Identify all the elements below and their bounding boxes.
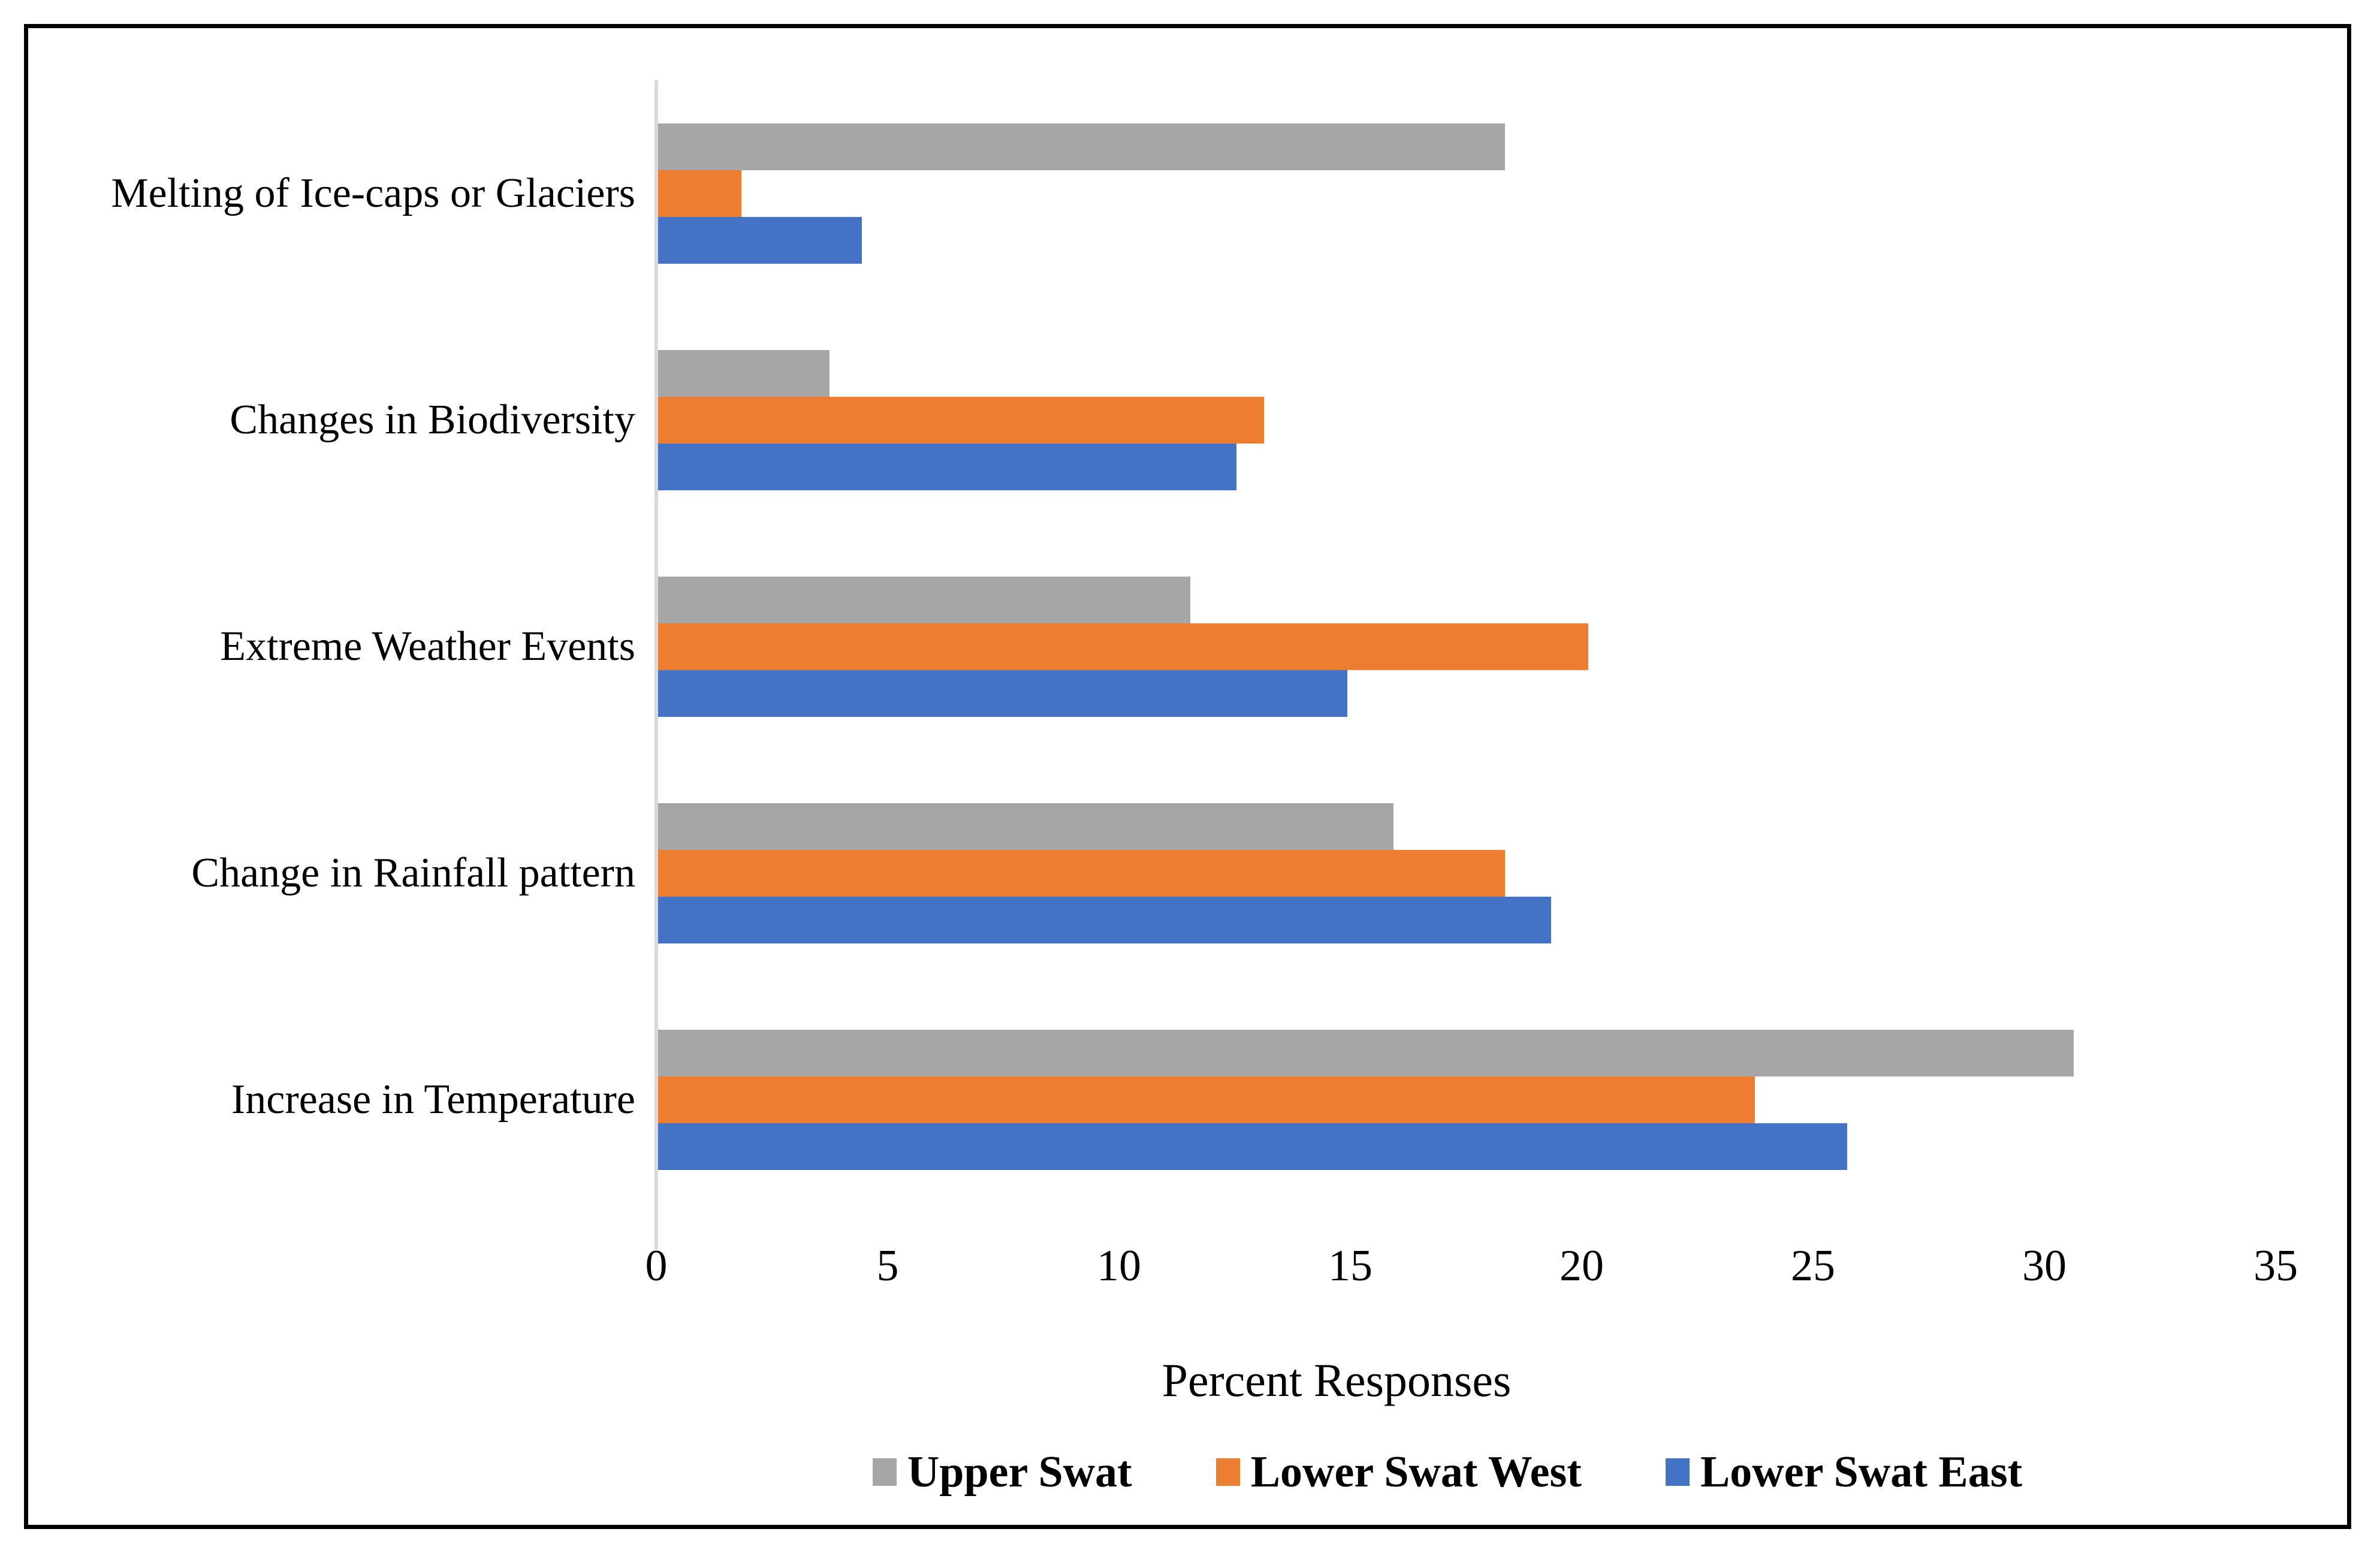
bar-upper-swat-change-in-rainfall-pattern xyxy=(658,803,1393,850)
x-tick-label-20: 20 xyxy=(1559,1241,1604,1290)
legend-label-lower-swat-west: Lower Swat West xyxy=(1250,1448,1582,1497)
category-label-melting-of-ice-caps-or-glaciers: Melting of Ice-caps or Glaciers xyxy=(111,170,635,216)
bar-lower-swat-west-change-in-rainfall-pattern xyxy=(658,850,1505,897)
bar-lower-swat-west-melting-of-ice-caps-or-glaciers xyxy=(658,170,741,217)
bar-upper-swat-changes-in-biodiversity xyxy=(658,350,829,397)
legend: Upper Swat Lower Swat West Lower Swat East xyxy=(539,1443,2355,1501)
legend-swatch-icon-lower-swat-west xyxy=(1215,1458,1240,1486)
bar-lower-swat-west-extreme-weather-events xyxy=(658,623,1588,670)
bar-lower-swat-west-increase-in-temperature xyxy=(658,1076,1755,1123)
legend-swatch-icon-lower-swat-east xyxy=(1665,1458,1690,1486)
x-tick-label-10: 10 xyxy=(1097,1241,1141,1290)
bar-lower-swat-west-changes-in-biodiversity xyxy=(658,397,1264,444)
legend-item-lower-swat-east: Lower Swat East xyxy=(1665,1443,2023,1501)
x-tick-label-30: 30 xyxy=(2022,1241,2067,1290)
bar-lower-swat-east-changes-in-biodiversity xyxy=(658,444,1236,490)
x-tick-label-0: 0 xyxy=(645,1241,668,1290)
chart-border-frame xyxy=(24,24,2351,1529)
x-tick-label-35: 35 xyxy=(2254,1241,2298,1290)
legend-item-lower-swat-west: Lower Swat West xyxy=(1215,1443,1582,1501)
category-label-changes-in-biodiversity: Changes in Biodiversity xyxy=(230,397,635,443)
x-tick-label-5: 5 xyxy=(876,1241,899,1290)
category-label-extreme-weather-events: Extreme Weather Events xyxy=(220,623,635,670)
x-axis-title: Percent Responses xyxy=(1162,1354,1512,1406)
y-axis-line xyxy=(654,80,658,1250)
bar-lower-swat-east-melting-of-ice-caps-or-glaciers xyxy=(658,217,862,264)
bar-upper-swat-increase-in-temperature xyxy=(658,1030,2074,1076)
x-tick-label-15: 15 xyxy=(1328,1241,1373,1290)
bar-upper-swat-melting-of-ice-caps-or-glaciers xyxy=(658,123,1505,170)
legend-item-upper-swat: Upper Swat xyxy=(872,1443,1132,1501)
x-tick-label-25: 25 xyxy=(1791,1241,1835,1290)
bar-upper-swat-extreme-weather-events xyxy=(658,577,1190,623)
legend-swatch-icon-upper-swat xyxy=(872,1458,897,1486)
category-label-increase-in-temperature: Increase in Temperature xyxy=(231,1076,635,1123)
category-label-change-in-rainfall-pattern: Change in Rainfall pattern xyxy=(191,850,635,896)
bar-lower-swat-east-extreme-weather-events xyxy=(658,670,1347,717)
bar-lower-swat-east-increase-in-temperature xyxy=(658,1123,1847,1170)
legend-label-lower-swat-east: Lower Swat East xyxy=(1700,1448,2023,1497)
bar-lower-swat-east-change-in-rainfall-pattern xyxy=(658,897,1551,943)
legend-label-upper-swat: Upper Swat xyxy=(907,1448,1132,1497)
